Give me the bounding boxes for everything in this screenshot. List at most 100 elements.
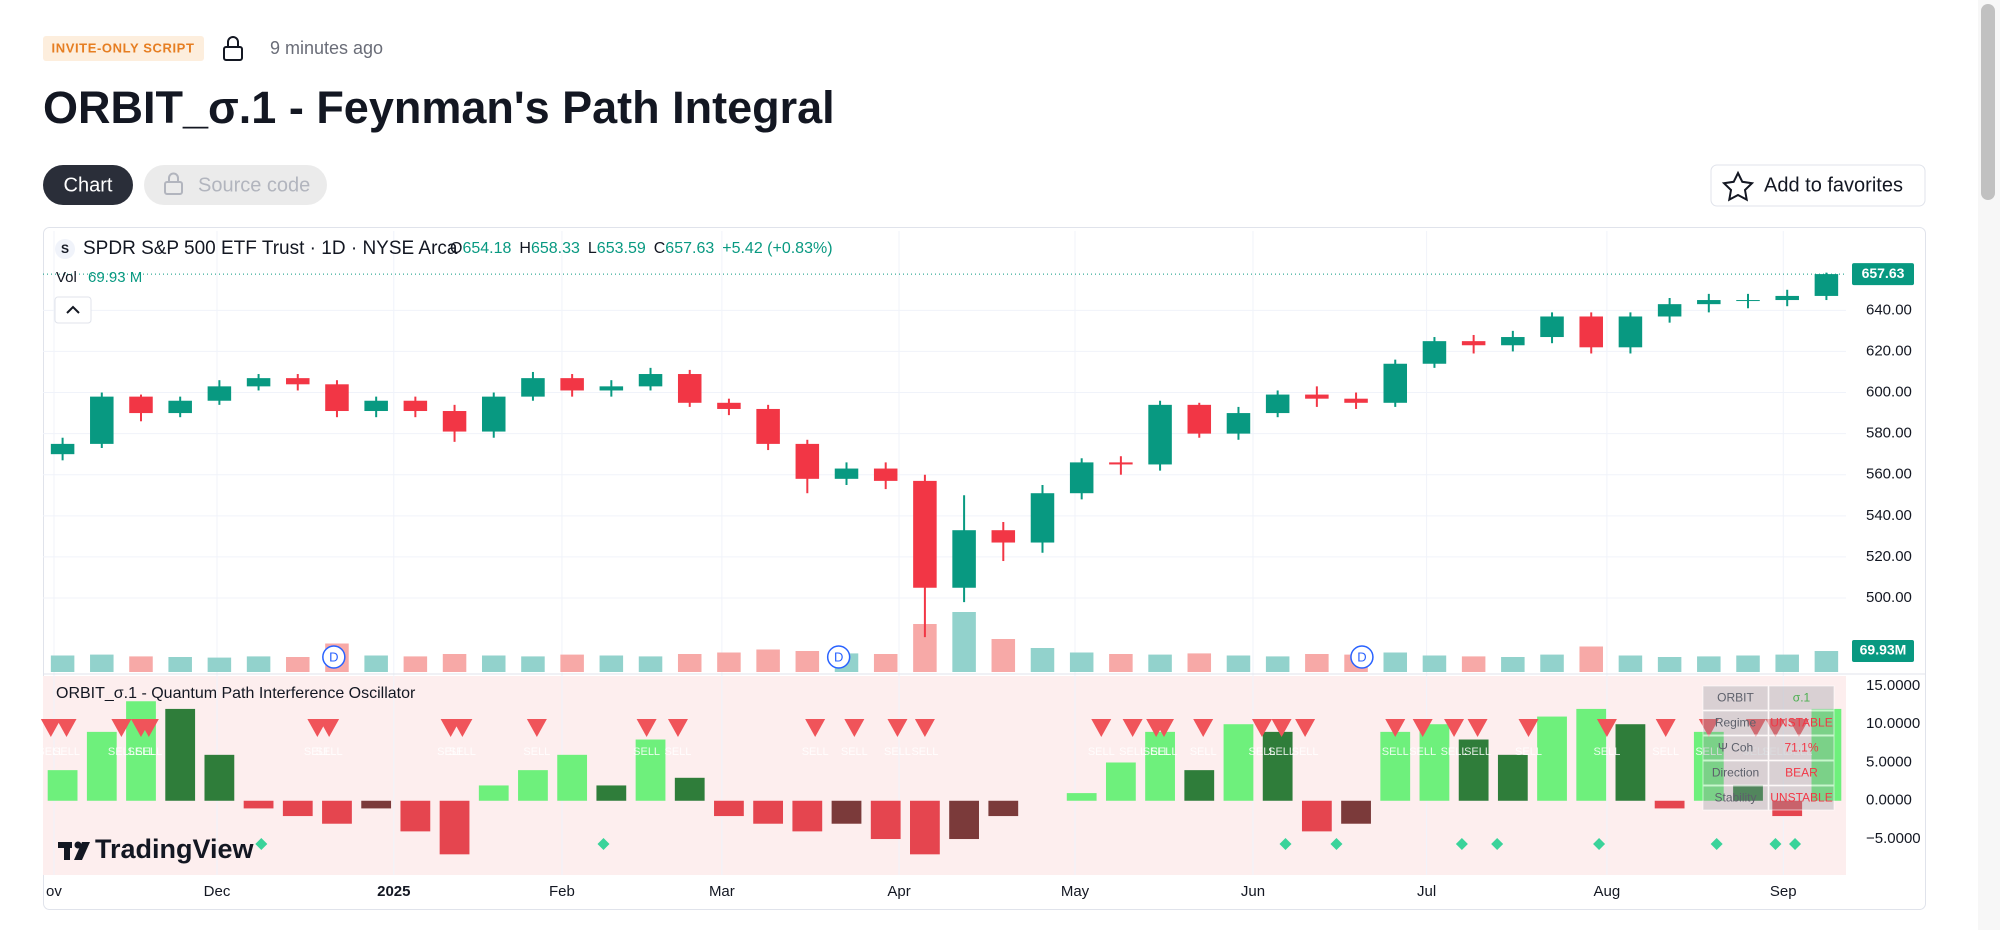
oscillator-bar	[1497, 754, 1528, 801]
oscillator-bar	[870, 800, 901, 840]
oscillator-bar	[243, 800, 274, 809]
diamond-marker	[1491, 838, 1504, 850]
sell-label: SELL	[1409, 746, 1436, 758]
sell-signal	[844, 719, 865, 737]
table-cell	[1702, 710, 1769, 736]
volume-bar	[873, 654, 898, 672]
collapse-button[interactable]	[54, 296, 92, 324]
candle-body	[638, 374, 663, 387]
x-tick-label: Apr	[887, 883, 910, 900]
osc-tick-label: 10.0000	[1866, 715, 1920, 732]
volume-bar	[1265, 656, 1290, 672]
sell-label: SELL	[1143, 746, 1170, 758]
volume-bar	[1501, 657, 1525, 672]
sell-label: SELL	[1268, 746, 1295, 758]
candle-body	[286, 378, 310, 385]
volume-last-label: 69.93M	[1860, 642, 1907, 658]
sell-label: SELL	[316, 746, 343, 758]
sell-label: SELL	[53, 746, 80, 758]
candle-body	[207, 386, 232, 401]
table-text: BEAR	[1785, 766, 1818, 780]
favorite-button[interactable]	[1710, 164, 1926, 207]
ohlc-label: L	[588, 240, 597, 257]
oscillator-bar	[557, 754, 588, 801]
ohlc-legend: O654.18 H658.33 L653.59 C657.63 +5.42 (+0.83…	[450, 240, 833, 257]
sell-label: SELL	[449, 746, 476, 758]
volume-bar	[1736, 655, 1760, 672]
volume-bar	[1226, 655, 1251, 672]
volume-bar	[286, 657, 310, 672]
oscillator-bar	[596, 785, 627, 801]
candle-body	[442, 411, 467, 432]
oscillator-background	[43, 676, 1846, 875]
oscillator-bar	[1262, 731, 1293, 801]
y-tick-label: 500.00	[1866, 589, 1912, 606]
lock-icon	[223, 36, 243, 61]
candle-body	[403, 400, 428, 412]
scrollbar-track	[1978, 0, 2000, 930]
badge-bg	[43, 36, 204, 61]
source-lock-icon	[164, 172, 183, 195]
candle-layer	[50, 272, 1839, 638]
y-tick-label: 520.00	[1866, 548, 1912, 565]
x-tick-label: Jun	[1241, 883, 1265, 900]
sell-signal	[1091, 719, 1112, 737]
diamond-marker	[1593, 838, 1606, 850]
chart-tab[interactable]	[43, 165, 133, 205]
oscillator-bar	[910, 800, 940, 855]
diamond-marker	[1710, 838, 1723, 850]
sell-label: SELL	[1441, 746, 1468, 758]
candle-body	[717, 402, 741, 409]
oscillator-bar	[322, 800, 352, 824]
sell-label: SELL	[523, 746, 550, 758]
oscillator-bar	[674, 777, 705, 801]
sell-label: SELL	[633, 746, 660, 758]
x-tick-label: Dec	[204, 883, 231, 900]
table-cell	[1702, 760, 1769, 786]
oscillator-bar	[1654, 800, 1685, 809]
sell-signal	[1385, 719, 1406, 737]
collapse-icon[interactable]	[66, 305, 80, 314]
candle-body	[599, 386, 624, 391]
y-tick-label: 540.00	[1866, 507, 1912, 524]
sell-label: SELL	[1190, 746, 1217, 758]
sell-label: SELL	[1652, 746, 1679, 758]
last-price-box	[1852, 263, 1914, 286]
candle-body	[873, 468, 898, 481]
candle-body	[1775, 295, 1799, 301]
ohlc-label: C	[654, 240, 666, 257]
volume-bar	[560, 654, 584, 672]
page-title: ORBIT_σ.1 - Feynman's Path Integral	[43, 82, 835, 133]
star-icon[interactable]	[1721, 170, 1755, 202]
candle-body	[325, 384, 349, 412]
oscillator-bar	[1184, 770, 1215, 801]
dividend-label: D	[834, 649, 843, 664]
osc-tick-label: 15.0000	[1866, 677, 1920, 694]
sell-label: SELL	[128, 746, 155, 758]
volume-legend-label: Vol	[56, 269, 77, 286]
candle-body	[246, 378, 271, 387]
oscillator-bar	[47, 770, 78, 801]
x-tick-label: Aug	[1594, 883, 1621, 900]
oscillator-layer: SELL SELL SELL SELL SELL SELL SELL SELL SELL SELL…	[37, 701, 1842, 855]
candle-body	[756, 408, 780, 444]
logo-text: TradingView	[95, 834, 255, 864]
favorite-label[interactable]: Add to favorites	[1764, 174, 1903, 196]
table-cell	[1702, 785, 1769, 811]
sell-signal	[1193, 719, 1214, 737]
ohlc-value: 657.63	[665, 240, 714, 257]
sell-signal	[1295, 719, 1316, 737]
volume-bar	[246, 656, 271, 672]
oscillator-bar	[1341, 800, 1371, 824]
oscillator-bar	[1733, 785, 1763, 801]
diamond-marker	[597, 838, 610, 850]
sell-signal	[636, 719, 657, 737]
chart-tab-label[interactable]: Chart	[64, 174, 113, 196]
candle-body	[1383, 363, 1408, 403]
candle-body	[1540, 316, 1564, 338]
logo-icon	[58, 841, 90, 860]
table-text: Ψ Coh	[1718, 741, 1753, 755]
scrollbar-thumb[interactable]	[1981, 4, 1995, 200]
